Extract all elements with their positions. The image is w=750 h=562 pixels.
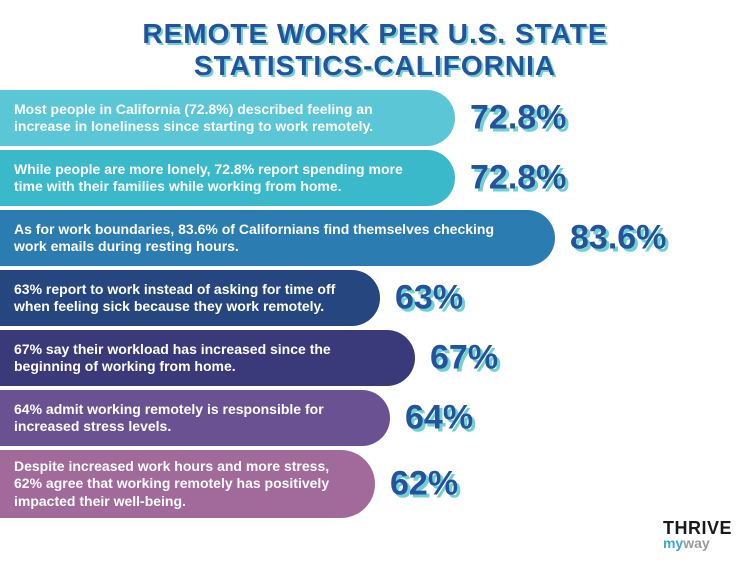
stat-pct: 64%64%	[405, 399, 473, 438]
stat-bar-text: Despite increased work hours and more st…	[14, 458, 347, 511]
bar-row: 63% report to work instead of asking for…	[0, 270, 750, 326]
bar-row: While people are more lonely, 72.8% repo…	[0, 150, 750, 206]
stat-pct-value: 62%	[390, 465, 458, 504]
logo-bottom: myway	[663, 537, 732, 550]
stat-pct: 72.8%72.8%	[470, 99, 566, 138]
stat-pct-shadow: 63%	[398, 282, 466, 321]
stat-pct-shadow: 67%	[433, 342, 501, 381]
stat-bar: 63% report to work instead of asking for…	[0, 270, 380, 326]
bar-chart: Most people in California (72.8%) descri…	[0, 90, 750, 522]
bar-row: 64% admit working remotely is responsibl…	[0, 390, 750, 446]
stat-bar-text: As for work boundaries, 83.6% of Califor…	[14, 221, 527, 256]
stat-bar: Despite increased work hours and more st…	[0, 450, 375, 518]
stat-pct: 67%67%	[430, 339, 498, 378]
stat-pct: 83.6%83.6%	[570, 219, 666, 258]
chart-title: REMOTE WORK PER U.S. STATE STATISTICS-CA…	[0, 0, 750, 88]
stat-pct: 62%62%	[390, 465, 458, 504]
brand-logo: THRIVE myway	[663, 520, 732, 550]
stat-pct-value: 64%	[405, 399, 473, 438]
stat-pct-value: 72.8%	[470, 99, 566, 138]
stat-pct-value: 83.6%	[570, 219, 666, 258]
stat-pct-value: 72.8%	[470, 159, 566, 198]
stat-bar: As for work boundaries, 83.6% of Califor…	[0, 210, 555, 266]
bar-row: 67% say their workload has increased sin…	[0, 330, 750, 386]
stat-bar-text: Most people in California (72.8%) descri…	[14, 101, 427, 136]
stat-bar-text: 64% admit working remotely is responsibl…	[14, 401, 362, 436]
bar-row: Despite increased work hours and more st…	[0, 450, 750, 518]
stat-pct: 72.8%72.8%	[470, 159, 566, 198]
stat-bar-text: 63% report to work instead of asking for…	[14, 281, 352, 316]
logo-my: my	[663, 535, 683, 551]
bar-row: Most people in California (72.8%) descri…	[0, 90, 750, 146]
stat-pct-value: 67%	[430, 339, 498, 378]
stat-bar-text: While people are more lonely, 72.8% repo…	[14, 161, 427, 196]
logo-way: way	[683, 535, 709, 551]
stat-bar-text: 67% say their workload has increased sin…	[14, 341, 387, 376]
stat-pct-shadow: 72.8%	[473, 162, 569, 201]
title-line1: REMOTE WORK PER U.S. STATE	[40, 18, 710, 50]
stat-pct-shadow: 64%	[408, 402, 476, 441]
stat-pct-value: 63%	[395, 279, 463, 318]
title-line2: STATISTICS-CALIFORNIA	[40, 50, 710, 82]
stat-pct-shadow: 62%	[393, 468, 461, 507]
stat-pct: 63%63%	[395, 279, 463, 318]
bar-row: As for work boundaries, 83.6% of Califor…	[0, 210, 750, 266]
stat-bar: 67% say their workload has increased sin…	[0, 330, 415, 386]
stat-pct-shadow: 72.8%	[473, 102, 569, 141]
stat-pct-shadow: 83.6%	[573, 222, 669, 261]
stat-bar: Most people in California (72.8%) descri…	[0, 90, 455, 146]
stat-bar: While people are more lonely, 72.8% repo…	[0, 150, 455, 206]
stat-bar: 64% admit working remotely is responsibl…	[0, 390, 390, 446]
